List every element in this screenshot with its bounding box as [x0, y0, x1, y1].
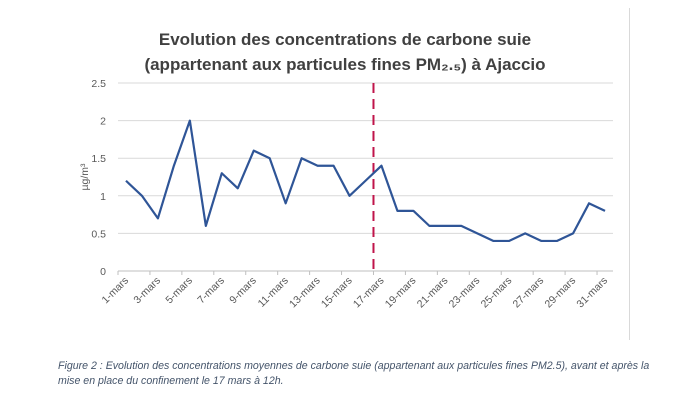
x-tick-label: 25-mars	[479, 275, 515, 311]
y-tick-label: 0	[100, 266, 106, 278]
figure-caption: Figure 2 : Evolution des concentrations …	[58, 360, 650, 387]
x-tick-label: 27-mars	[511, 275, 547, 311]
x-tick-label: 15-mars	[319, 275, 355, 311]
x-tick-label: 3-mars	[131, 275, 163, 307]
y-tick-label: 1.5	[91, 153, 106, 165]
x-tick-label: 31-mars	[574, 275, 610, 311]
x-tick-label: 7-mars	[195, 275, 227, 307]
x-tick-label: 17-mars	[351, 275, 387, 311]
y-tick-label: 0.5	[91, 228, 106, 240]
x-tick-label: 11-mars	[256, 275, 291, 310]
x-tick-label: 23-mars	[447, 275, 483, 311]
x-tick-label: 9-mars	[227, 275, 259, 307]
y-axis-label: µg/m³	[79, 163, 91, 191]
x-tick-label: 1-mars	[100, 275, 132, 307]
x-tick-label: 5-mars	[163, 275, 195, 307]
chart-frame	[40, 8, 630, 340]
y-tick-label: 1	[100, 191, 106, 203]
chart-title-line2: (appartenant aux particules fines PM₂.₅)…	[144, 55, 545, 74]
line-chart: Evolution des concentrations de carbone …	[79, 30, 613, 311]
x-tick-label: 19-mars	[383, 275, 419, 311]
y-tick-label: 2	[100, 116, 106, 128]
x-tick-label: 13-mars	[287, 275, 323, 311]
x-tick-label: 29-mars	[542, 275, 578, 311]
chart-title-line1: Evolution des concentrations de carbone …	[159, 30, 531, 49]
y-tick-label: 2.5	[91, 78, 106, 90]
x-tick-label: 21-mars	[415, 275, 451, 311]
